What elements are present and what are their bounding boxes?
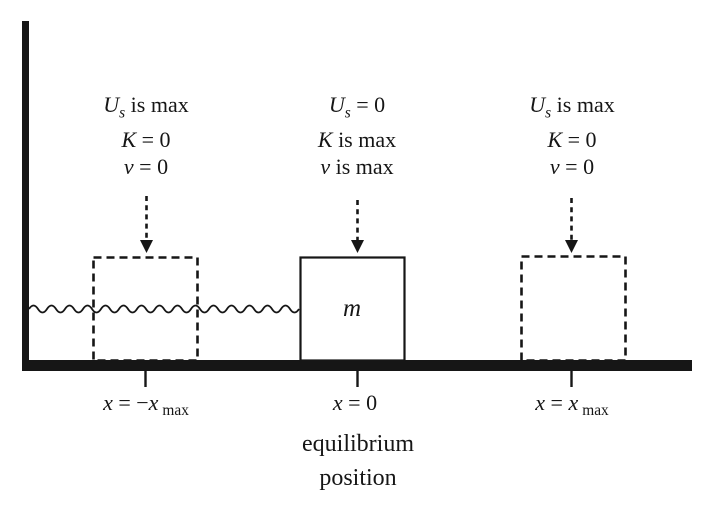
mass-symbol: m xyxy=(342,295,362,322)
state-label-center: Us = 0 K is max v is max xyxy=(318,91,396,180)
state-left-line2: K = 0 xyxy=(121,127,171,153)
state-right-line2: K = 0 xyxy=(547,127,597,153)
arrow-center-head-icon xyxy=(351,240,364,253)
mass-box-center xyxy=(299,256,406,362)
state-center-line3: v is max xyxy=(320,154,394,180)
state-left-line1: Us is max xyxy=(103,92,189,122)
state-label-right: Us is max K = 0 v = 0 xyxy=(529,91,614,180)
state-center-line2: K is max xyxy=(317,127,397,153)
position-label-left: x = −x max xyxy=(103,390,189,420)
equilibrium-caption-line1: equilibrium xyxy=(302,431,414,457)
mass-box-left-dashed xyxy=(92,256,199,362)
state-left-line3: v = 0 xyxy=(123,154,169,180)
arrow-right-head-icon xyxy=(565,240,578,253)
position-label-center: x = 0 xyxy=(332,390,378,415)
state-center-line1: Us = 0 xyxy=(328,92,386,122)
wall-line xyxy=(22,21,29,371)
spring-coil xyxy=(28,304,300,314)
equilibrium-caption: equilibrium position xyxy=(302,427,414,495)
position-label-right: x = x max xyxy=(535,390,609,420)
state-label-left: Us is max K = 0 v = 0 xyxy=(103,91,188,180)
equilibrium-caption-line2: position xyxy=(319,465,397,491)
mass-box-right-dashed xyxy=(520,255,627,362)
arrow-left-head-icon xyxy=(140,240,153,253)
state-right-line3: v = 0 xyxy=(549,154,595,180)
ground-line xyxy=(22,360,692,371)
state-right-line1: Us is max xyxy=(529,92,615,122)
